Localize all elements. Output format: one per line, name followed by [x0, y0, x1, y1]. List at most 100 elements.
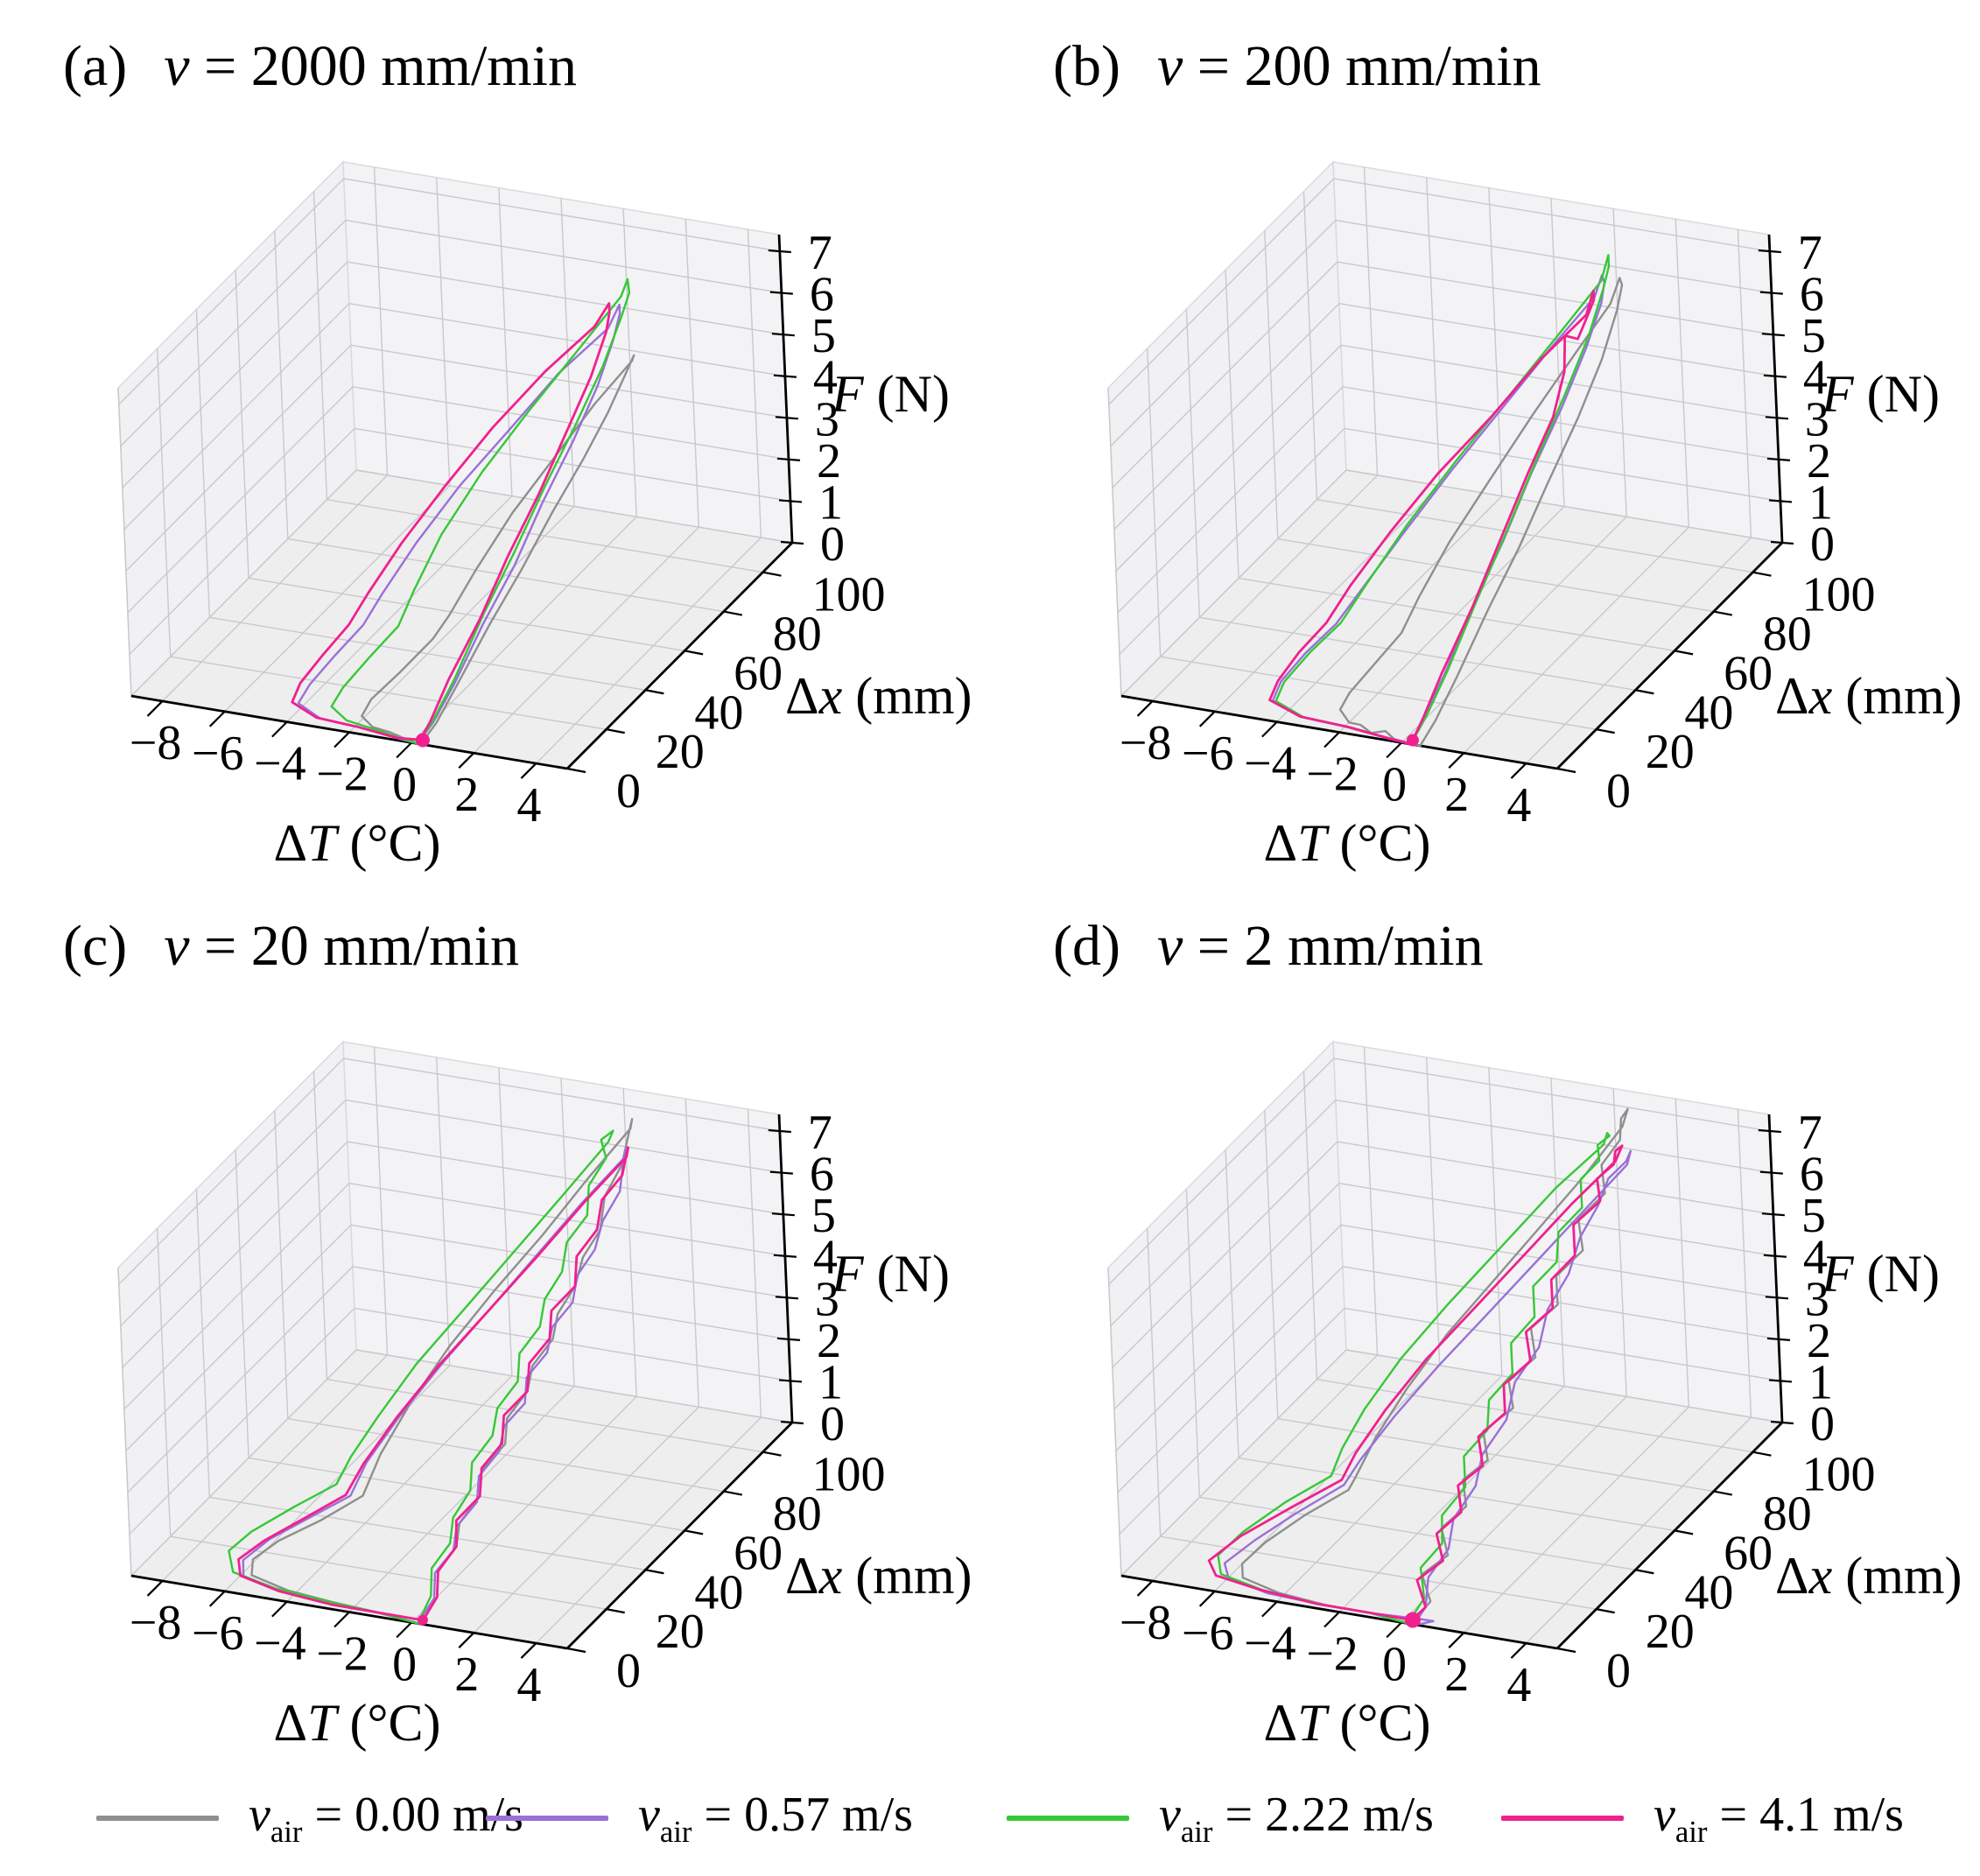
series-line--2.22-: [1274, 254, 1611, 746]
z-tick-label: 7: [1798, 1106, 1822, 1160]
series-line--0.00-: [361, 354, 635, 746]
x-tick-label: −4: [254, 737, 306, 791]
x-tick-label: 4: [516, 778, 541, 833]
y-tick-label: 80: [1763, 1487, 1812, 1542]
y-tick-label: 60: [734, 646, 783, 700]
y-tick-label: 40: [1684, 1565, 1733, 1620]
x-tick-label: −4: [1244, 737, 1296, 791]
axes: [130, 234, 804, 779]
panel-title: (a) v = 2000 mm/min: [63, 34, 577, 98]
panel-title: (b) v = 200 mm/min: [1053, 34, 1541, 98]
x-tick-label: 2: [1444, 768, 1469, 822]
z-tick-label: 0: [820, 1397, 845, 1451]
grid: [1107, 1046, 1783, 1649]
x-tick-label: 4: [1506, 778, 1531, 833]
legend: vair = 0.00 m/s vair = 0.57 m/s vair = 2.2…: [0, 1779, 1980, 1858]
series-line--2.22-: [330, 278, 631, 745]
y-tick-label: 80: [773, 608, 822, 662]
x-tick-label: −8: [1120, 716, 1172, 770]
z-tick-label: 5: [811, 1189, 836, 1243]
z-tick-label: 5: [1801, 309, 1826, 363]
x-tick-label: −8: [130, 1596, 182, 1650]
legend-label: vair = 0.57 m/s: [638, 1787, 913, 1850]
y-tick-label: 100: [1801, 1448, 1875, 1502]
y-tick-label: 60: [1724, 646, 1773, 700]
x-tick-label: −4: [1244, 1617, 1296, 1671]
y-tick-label: 20: [656, 1605, 705, 1659]
origin-cluster-marker: [415, 733, 430, 748]
panel-c: −8 −6 −4 −2 0 2 4 0 20 40 60 80 100 0 1 2 3 4 5 6 7 ΔT (°C) Δx…: [0, 893, 990, 1773]
z-axis-label: F (N): [1821, 365, 1940, 423]
z-tick-label: 7: [808, 1106, 832, 1160]
y-tick-label: 0: [616, 764, 641, 819]
series-line--4.1-: [237, 1146, 629, 1626]
y-tick-label: 60: [1724, 1526, 1773, 1580]
x-tick-label: 0: [1382, 757, 1407, 812]
legend-item-1: vair = 0.57 m/s: [486, 1779, 913, 1858]
y-tick-label: 100: [811, 1448, 885, 1502]
legend-label: vair = 4.1 m/s: [1654, 1787, 1904, 1850]
y-axis-label: Δx (mm): [1775, 1547, 1962, 1605]
y-axis-label: Δx (mm): [1775, 667, 1962, 725]
y-tick-label: 60: [734, 1526, 783, 1580]
y-tick-label: 40: [1684, 685, 1733, 740]
panel-b: −8 −6 −4 −2 0 2 4 0 20 40 60 80 100 0 1 2 3 4 5 6 7 ΔT (°C) Δx…: [990, 13, 1980, 893]
series-line--4.1-: [291, 302, 611, 745]
series-line--4.1-: [1207, 1144, 1624, 1625]
x-axis-label: ΔT (°C): [1264, 814, 1431, 872]
grid: [1107, 166, 1783, 769]
axes: [130, 1114, 804, 1659]
y-tick-label: 20: [656, 725, 705, 779]
z-tick-label: 5: [811, 309, 836, 363]
grid: [117, 1046, 793, 1649]
z-tick-label: 4: [813, 351, 838, 405]
panes: [117, 1040, 794, 1649]
z-tick-label: 7: [1798, 226, 1822, 280]
x-axis-label: ΔT (°C): [274, 814, 441, 872]
z-tick-label: 3: [815, 1272, 839, 1326]
z-tick-label: 6: [810, 268, 834, 322]
z-axis-label: F (N): [831, 1245, 950, 1303]
legend-line-swatch: [486, 1816, 608, 1821]
legend-item-3: vair = 4.1 m/s: [1501, 1779, 1904, 1858]
legend-line-swatch: [1007, 1816, 1129, 1821]
z-tick-label: 4: [1803, 1231, 1828, 1285]
z-tick-label: 7: [808, 226, 832, 280]
z-tick-label: 4: [1803, 351, 1828, 405]
x-axis-label: ΔT (°C): [274, 1694, 441, 1752]
z-tick-label: 2: [1807, 1314, 1831, 1368]
x-tick-label: 4: [1506, 1658, 1531, 1712]
z-tick-label: 1: [818, 475, 843, 530]
x-tick-label: −6: [192, 1606, 244, 1661]
y-tick-label: 0: [1606, 764, 1631, 819]
z-tick-label: 1: [1808, 475, 1833, 530]
legend-line-swatch: [1501, 1816, 1624, 1821]
x-axis-label: ΔT (°C): [1264, 1694, 1431, 1752]
y-axis-label: Δx (mm): [785, 667, 972, 725]
y-tick-label: 40: [694, 685, 743, 740]
origin-cluster-marker: [417, 1614, 428, 1626]
x-tick-label: 0: [392, 1637, 417, 1691]
y-tick-label: 0: [616, 1644, 641, 1698]
x-tick-label: 2: [454, 768, 479, 822]
x-tick-label: −6: [1182, 1606, 1234, 1661]
series: [228, 1118, 634, 1626]
z-axis-label: F (N): [831, 365, 950, 423]
series: [291, 278, 635, 748]
y-tick-label: 40: [694, 1565, 743, 1620]
x-tick-label: 4: [516, 1658, 541, 1712]
z-tick-label: 6: [1800, 1148, 1824, 1202]
x-tick-label: −2: [1306, 748, 1359, 802]
panel-a: −8 −6 −4 −2 0 2 4 0 20 40 60 80 100 0 1 2 3 4 5 6 7 ΔT (°C) Δx…: [0, 13, 990, 893]
origin-cluster-marker: [1404, 1612, 1421, 1628]
z-tick-label: 6: [810, 1148, 834, 1202]
series-line--2.22-: [1217, 1132, 1611, 1625]
y-axis-label: Δx (mm): [785, 1547, 972, 1605]
z-tick-label: 2: [1807, 434, 1831, 488]
axes: [1120, 234, 1794, 779]
